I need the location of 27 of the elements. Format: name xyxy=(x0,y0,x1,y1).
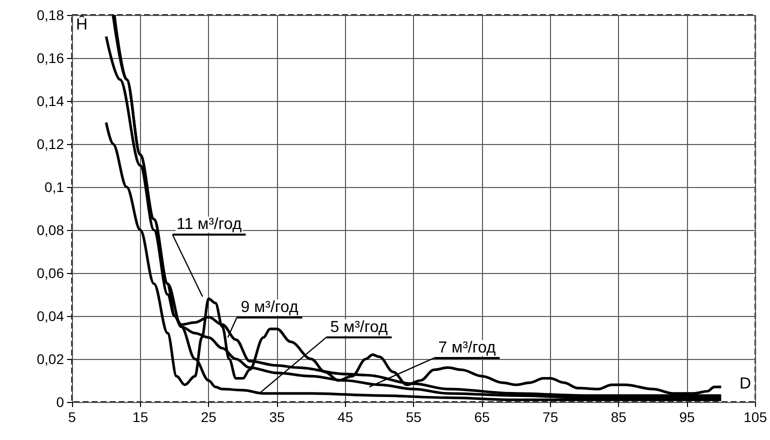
y-tick-label: 0,16 xyxy=(36,50,64,66)
x-tick-label: 45 xyxy=(338,409,354,425)
annotation: 9 м³/год xyxy=(240,299,299,316)
annotation: 5 м³/год xyxy=(330,318,388,336)
annotation: 11 м³/год xyxy=(176,216,242,234)
y-tick-label: 0,06 xyxy=(36,265,64,281)
x-tick-label: 65 xyxy=(474,409,490,425)
x-tick-label: 15 xyxy=(132,409,148,425)
y-tick-label: 0,08 xyxy=(36,222,64,238)
y-tick-label: 0,12 xyxy=(36,136,64,152)
y-tick-label: 0,18 xyxy=(36,7,64,23)
y-tick-label: 0,1 xyxy=(44,179,64,195)
y-tick-label: 0,14 xyxy=(36,93,64,109)
y-tick-label: 0,02 xyxy=(36,351,64,367)
x-tick-label: 75 xyxy=(542,409,558,425)
x-tick-label: 55 xyxy=(406,409,422,425)
x-axis-title: D xyxy=(739,376,752,392)
x-tick-label: 35 xyxy=(269,409,285,425)
x-tick-label: 105 xyxy=(744,409,768,425)
annotation: 7 м³/год xyxy=(438,339,496,356)
x-tick-label: 5 xyxy=(68,409,76,425)
y-tick-label: 0 xyxy=(56,394,64,410)
y-axis-title: Ĥ xyxy=(76,16,88,34)
x-tick-label: 85 xyxy=(610,409,627,425)
y-tick-label: 0,04 xyxy=(36,308,64,324)
x-tick-label: 25 xyxy=(200,409,217,425)
x-tick-label: 95 xyxy=(679,409,695,425)
